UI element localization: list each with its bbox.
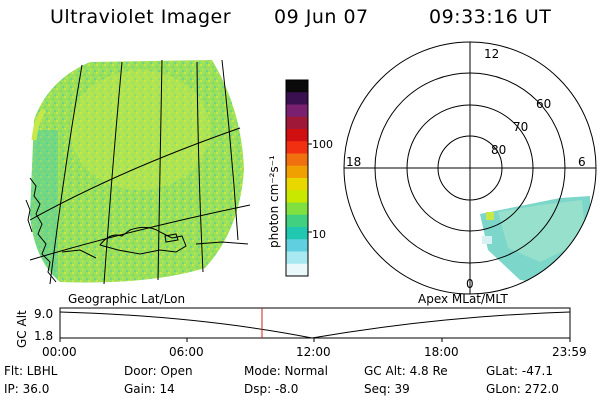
gc-altitude-timeline xyxy=(59,307,571,342)
colorbar-segment xyxy=(286,141,308,154)
info-dsp: Dsp: -8.0 xyxy=(244,382,299,396)
colorbar-segment xyxy=(286,80,308,93)
timeline-y-tick-9: 9.0 xyxy=(34,307,53,321)
time-label: 09:33:16 UT xyxy=(429,6,552,28)
geographic-image-panel xyxy=(25,59,251,285)
colorbar-segment xyxy=(286,104,308,118)
mlat-label-70: 70 xyxy=(513,120,528,134)
info-mode: Mode: Normal xyxy=(244,364,328,378)
timeline-y-tick-1-8: 1.8 xyxy=(34,329,53,343)
info-ip: IP: 36.0 xyxy=(4,382,50,396)
app-title: Ultraviolet Imager xyxy=(50,6,232,28)
colorbar-unit-label: photon cm⁻²s⁻¹ xyxy=(267,155,281,248)
colorbar-segment xyxy=(286,92,308,105)
info-filter: Flt: LBHL xyxy=(4,364,58,378)
timeline-x-tick-0600: 06:00 xyxy=(169,345,204,359)
colorbar-segment xyxy=(286,202,308,216)
timeline-x-tick-1200: 12:00 xyxy=(296,345,331,359)
coastlines xyxy=(25,177,249,283)
colorbar-segment xyxy=(286,116,308,130)
mlt-label-12: 12 xyxy=(484,47,499,61)
colorbar-segment xyxy=(286,263,308,277)
colorbar-tick-100: 100 xyxy=(312,138,333,151)
info-glat: GLat: -47.1 xyxy=(486,364,553,378)
mlat-label-80: 80 xyxy=(491,143,506,157)
timeline-axis-title: GC Alt xyxy=(15,310,29,348)
colorbar-segment xyxy=(286,190,308,203)
timeline-x-tick-1800: 18:00 xyxy=(424,345,459,359)
colorbar-segment xyxy=(286,239,308,252)
colorbar-segment xyxy=(286,178,308,191)
colorbar-segment xyxy=(286,251,308,265)
mlt-label-18: 18 xyxy=(346,155,361,169)
colorbar-segment xyxy=(286,214,308,228)
timeline-x-tick-2359: 23:59 xyxy=(552,345,587,359)
colorbar xyxy=(285,79,312,277)
date-label: 09 Jun 07 xyxy=(274,6,369,28)
colorbar-segment xyxy=(286,129,308,142)
colorbar-segment xyxy=(286,165,308,179)
info-gc-alt: GC Alt: 4.8 Re xyxy=(364,364,448,378)
mlt-label-0: 0 xyxy=(466,277,474,291)
lat-lon-grid xyxy=(29,59,251,285)
timeline-x-tick-0000: 00:00 xyxy=(42,345,77,359)
limb-arc xyxy=(31,108,47,141)
info-seq: Seq: 39 xyxy=(364,382,410,396)
mlt-label-6: 6 xyxy=(578,155,586,169)
colorbar-segment xyxy=(286,153,308,167)
right-panel-caption: Apex MLat/MLT xyxy=(418,292,508,306)
info-gain: Gain: 14 xyxy=(124,382,175,396)
colorbar-border xyxy=(285,79,309,277)
info-glon: GLon: 272.0 xyxy=(486,382,559,396)
polar-mlt-panel xyxy=(343,41,597,295)
colorbar-segment xyxy=(286,227,308,240)
colorbar-tick-10: 10 xyxy=(312,228,326,241)
altitude-curve xyxy=(59,311,571,339)
mlat-label-60: 60 xyxy=(536,97,551,111)
left-panel-caption: Geographic Lat/Lon xyxy=(68,292,186,306)
info-door: Door: Open xyxy=(124,364,193,378)
